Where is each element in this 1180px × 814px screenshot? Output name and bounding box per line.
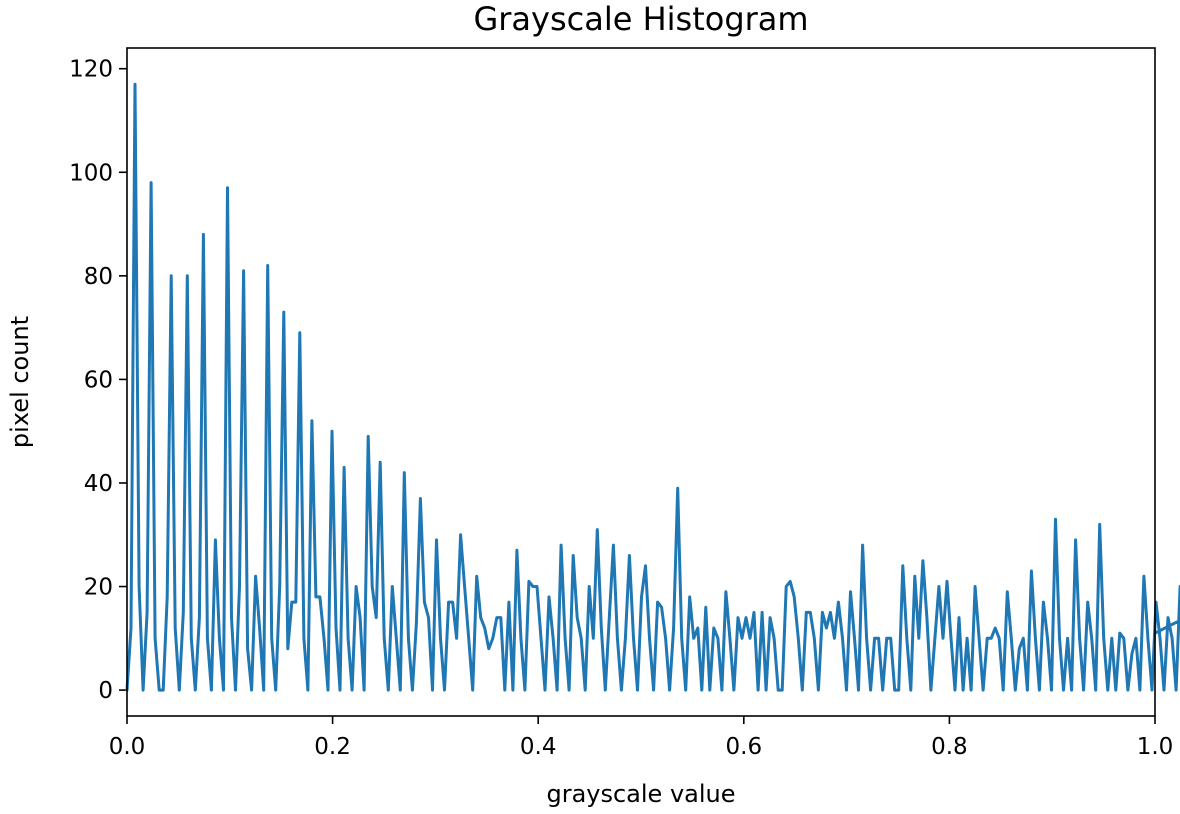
- x-tick-label: 0.4: [520, 734, 557, 760]
- y-tick-label: 120: [69, 57, 113, 83]
- axis-ticks: 0.0 0.2 0.4 0.6 0.8 1.0 0 20 40 60 80 100 120: [69, 57, 1173, 760]
- y-tick-label: 60: [84, 367, 113, 393]
- x-tick-label: 0.0: [109, 734, 146, 760]
- y-tick-label: 40: [84, 471, 113, 497]
- x-tick-label: 0.6: [726, 734, 763, 760]
- y-tick-label: 100: [69, 160, 113, 186]
- y-tick-label: 0: [98, 678, 113, 704]
- series-line: [125, 82, 1180, 692]
- y-tick-label: 20: [84, 575, 113, 601]
- axes-frame: [126, 47, 1156, 717]
- chart-title: Grayscale Histogram: [473, 0, 808, 38]
- x-tick-label: 0.2: [314, 734, 351, 760]
- x-axis-label: grayscale value: [546, 780, 735, 808]
- x-tick-label: 0.8: [931, 734, 968, 760]
- x-tick-label: 1.0: [1137, 734, 1174, 760]
- y-axis-label: pixel count: [6, 316, 34, 448]
- y-tick-label: 80: [84, 264, 113, 290]
